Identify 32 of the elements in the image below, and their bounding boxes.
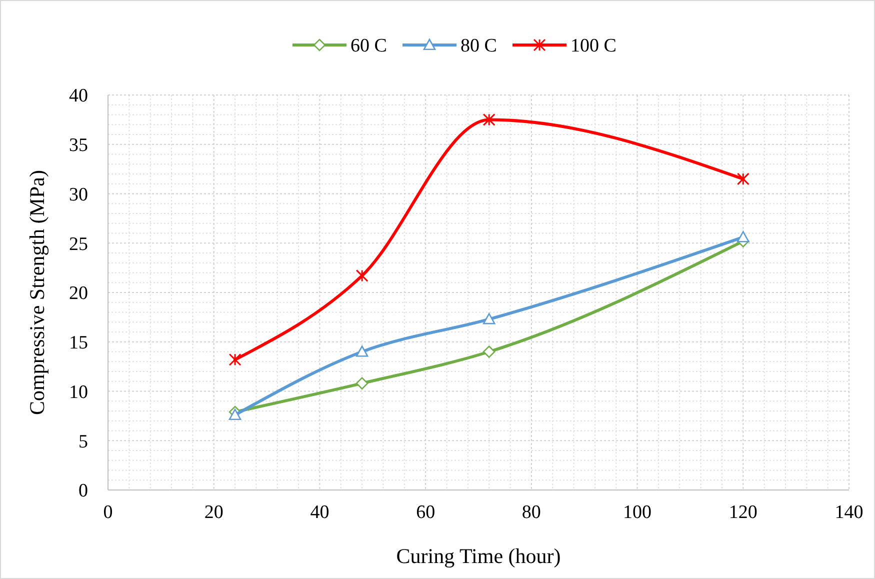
y-tick-label: 35 [69,135,88,156]
y-tick-label: 40 [69,86,88,107]
y-axis-title: Compressive Strength (MPa) [25,170,49,415]
y-tick-label: 15 [69,332,88,354]
point [736,231,750,242]
y-tick-label: 20 [69,283,88,304]
x-tick-label: 20 [204,502,224,523]
point [482,346,496,358]
legend-label: 100 C [570,36,616,57]
x-tick-label: 140 [834,502,864,523]
y-tick-label: 30 [69,184,88,206]
x-tick-label: 120 [728,502,758,523]
x-tick-label: 80 [522,502,541,523]
y-tick-label: 0 [78,480,88,502]
point [482,313,496,324]
legend-label: 80 C [460,36,497,57]
x-axis-title: Curing Time (hour) [396,544,561,568]
legend-label: 60 C [350,36,387,57]
x-tick-label: 0 [103,502,113,523]
x-tick-label: 40 [310,502,330,523]
point [482,113,496,126]
point [736,172,750,186]
x-tick-label: 100 [623,502,652,523]
y-tick-label: 25 [69,234,88,255]
point [356,377,368,390]
y-tick-label: 5 [78,431,88,452]
x-tick-label: 60 [416,502,436,523]
point [356,269,368,282]
y-tick-label: 10 [69,382,88,403]
point [228,353,242,366]
point [228,408,242,420]
point [356,346,368,357]
